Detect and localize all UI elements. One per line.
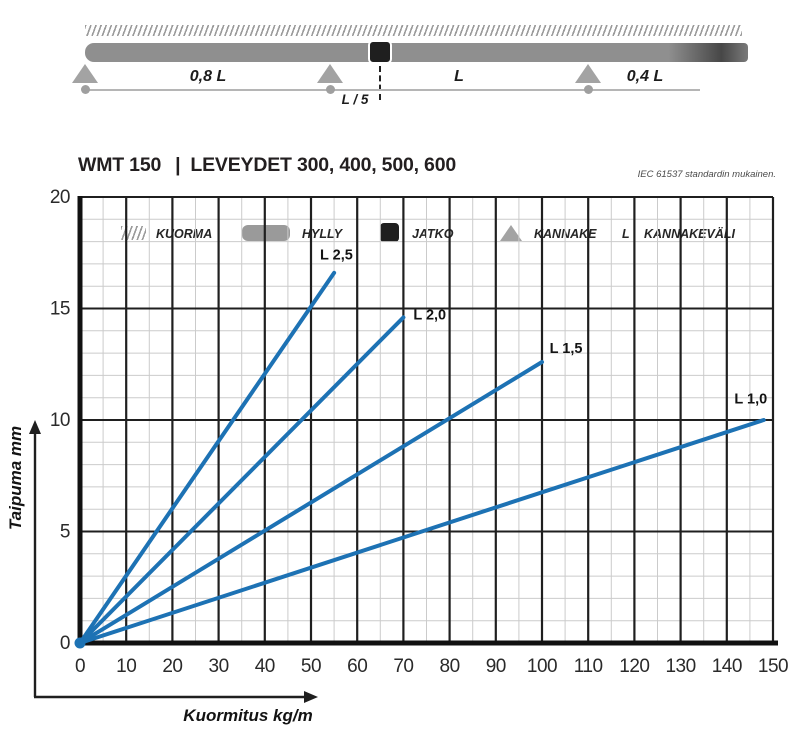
page-title: WMT 150 | LEVEYDET 300, 400, 500, 600	[78, 154, 456, 177]
span-label-2: L	[454, 68, 464, 85]
y-tick-label: 15	[50, 299, 70, 320]
joint-icon	[380, 223, 399, 242]
legend-label-kannakevali: KANNAKEVÄLI	[644, 227, 735, 241]
x-tick-label: 40	[255, 656, 275, 677]
x-tick-label: 10	[116, 656, 136, 677]
x-tick-label: 20	[162, 656, 182, 677]
load-hatch-icon	[85, 25, 742, 36]
letter-l-symbol: L	[622, 227, 630, 241]
shelf-icon	[242, 225, 290, 241]
title-separator: |	[175, 154, 181, 176]
y-tick-label: 20	[50, 187, 70, 208]
support-triangle-3	[575, 64, 601, 83]
series-label: L 2,0	[413, 308, 446, 324]
span-label-1: 0,8 L	[189, 68, 227, 85]
legend-label-kuorma: KUORMA	[156, 227, 213, 241]
series-label: L 2,5	[320, 247, 353, 263]
x-tick-label: 120	[619, 656, 649, 677]
x-tick-label: 0	[75, 656, 85, 677]
y-axis-title: Taipuma mm	[6, 426, 25, 530]
y-tick-label: 5	[60, 522, 70, 543]
x-tick-label: 90	[486, 656, 506, 677]
support-triangle-2	[317, 64, 343, 83]
shelf-beam	[85, 43, 748, 62]
series-line	[78, 270, 337, 645]
support-triangle-1	[72, 64, 98, 83]
x-tick-label: 60	[347, 656, 367, 677]
span-label-3: 0,4 L	[626, 68, 664, 85]
dimension-line	[85, 89, 700, 91]
right-arrow-icon	[304, 691, 318, 703]
legend-label-jatko: JATKO	[412, 227, 454, 241]
dimension-dot-1	[81, 85, 90, 94]
up-arrow-icon	[29, 420, 41, 434]
joint-marker	[368, 40, 392, 64]
y-tick-label: 10	[50, 410, 70, 431]
x-tick-label: 110	[574, 656, 603, 677]
widths-text: LEVEYDET 300, 400, 500, 600	[190, 154, 456, 176]
x-tick-label: 50	[301, 656, 321, 677]
standard-note: IEC 61537 standardin mukainen.	[637, 169, 776, 180]
support-icon	[500, 225, 522, 241]
dimension-dot-3	[584, 85, 593, 94]
series-line	[78, 360, 544, 645]
series-line	[78, 418, 766, 645]
x-tick-label: 100	[527, 656, 557, 677]
x-tick-label: 150	[758, 656, 788, 677]
x-tick-label: 140	[712, 656, 742, 677]
x-tick-label: 80	[440, 656, 460, 677]
series-label: L 1,0	[734, 391, 767, 407]
beam-diagram: 0,8 L L 0,4 L L / 5	[0, 0, 800, 110]
x-tick-label: 70	[393, 656, 413, 677]
series-label: L 1,5	[550, 341, 583, 357]
y-tick-label: 0	[60, 633, 70, 654]
x-tick-label: 130	[665, 656, 695, 677]
product-name: WMT 150	[78, 154, 162, 176]
joint-offset-label: L / 5	[341, 92, 369, 107]
dimension-dot-2	[326, 85, 335, 94]
joint-dashed-line	[379, 66, 381, 100]
origin-dot	[74, 637, 86, 649]
series-line	[78, 315, 406, 645]
x-tick-label: 30	[209, 656, 229, 677]
x-axis-title: Kuormitus kg/m	[183, 706, 312, 725]
